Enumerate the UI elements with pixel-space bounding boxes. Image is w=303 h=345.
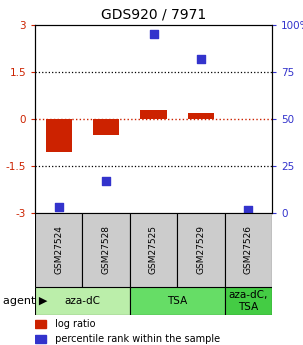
Text: aza-dC,
TSA: aza-dC, TSA	[228, 290, 268, 312]
Text: GSM27529: GSM27529	[196, 226, 205, 275]
Bar	[130, 287, 225, 315]
Bar	[35, 321, 46, 328]
Bar	[35, 213, 82, 287]
Bar	[141, 110, 167, 119]
Bar	[130, 213, 177, 287]
Text: percentile rank within the sample: percentile rank within the sample	[52, 334, 220, 344]
Bar	[93, 119, 119, 135]
Bar	[188, 114, 214, 119]
Bar	[225, 287, 272, 315]
Bar	[35, 335, 46, 343]
Bar	[177, 213, 225, 287]
Bar	[46, 119, 72, 152]
Bar	[35, 287, 130, 315]
Text: TSA: TSA	[167, 296, 187, 306]
Text: GSM27526: GSM27526	[244, 226, 253, 275]
Text: aza-dC: aza-dC	[65, 296, 100, 306]
Text: GSM27528: GSM27528	[102, 226, 111, 275]
Point	[198, 56, 203, 62]
Text: GSM27524: GSM27524	[54, 226, 63, 274]
Point	[151, 32, 156, 37]
Text: GSM27525: GSM27525	[149, 226, 158, 275]
Text: agent ▶: agent ▶	[3, 296, 47, 306]
Text: log ratio: log ratio	[52, 319, 95, 329]
Point	[56, 205, 61, 210]
Bar	[82, 213, 130, 287]
Point	[104, 178, 108, 184]
Point	[246, 207, 251, 213]
Bar	[225, 213, 272, 287]
Title: GDS920 / 7971: GDS920 / 7971	[101, 7, 206, 21]
